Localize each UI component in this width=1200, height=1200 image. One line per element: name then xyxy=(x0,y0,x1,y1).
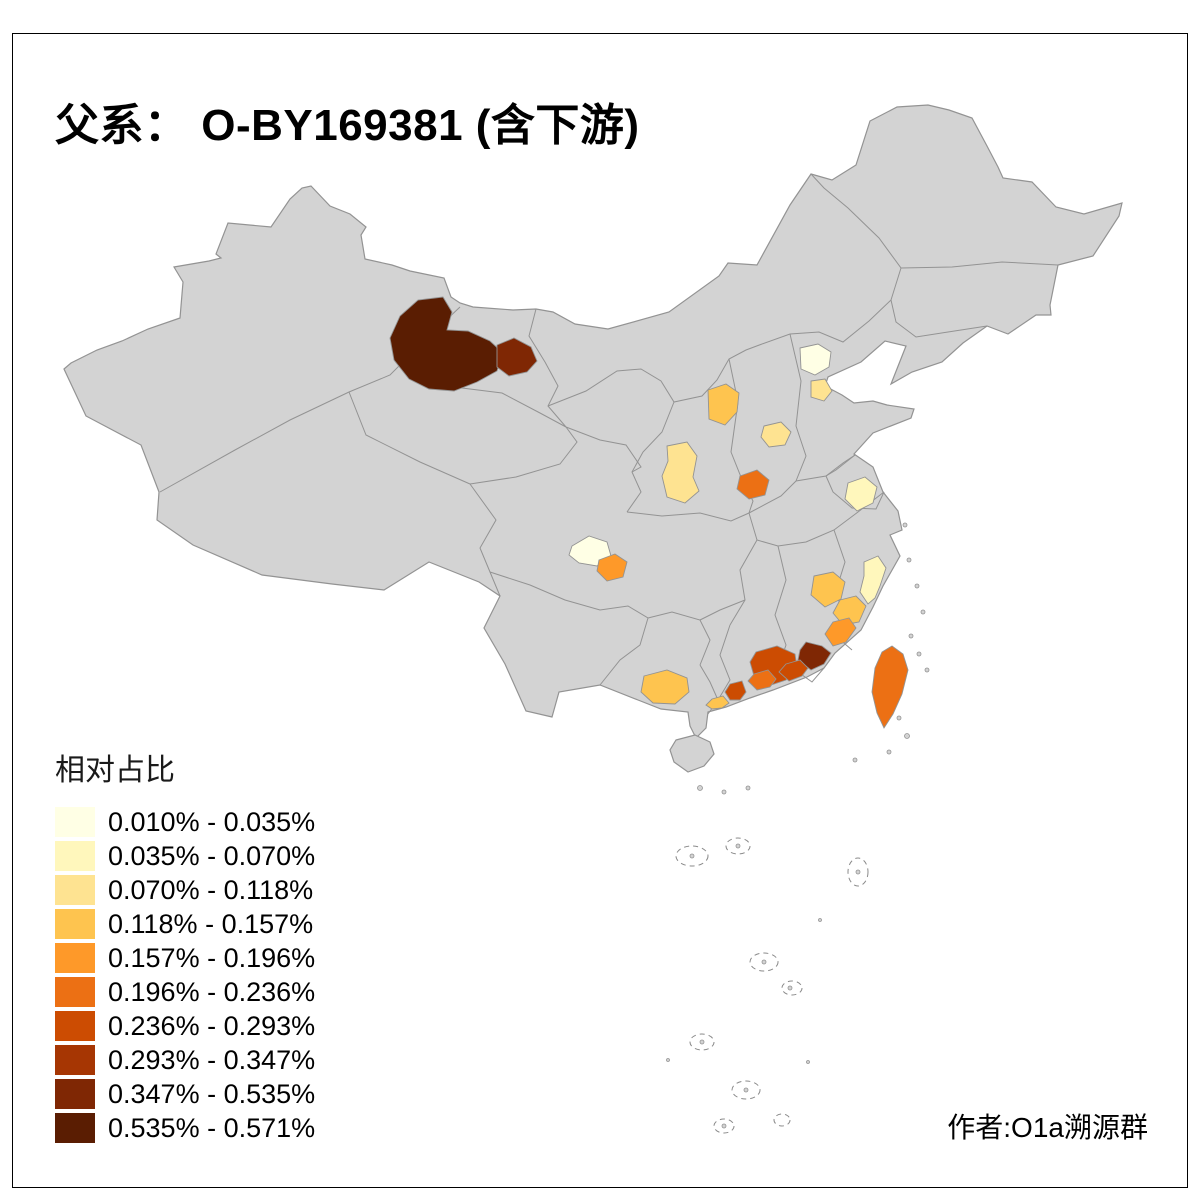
legend-label: 0.010% - 0.035% xyxy=(108,806,316,837)
map-region xyxy=(705,695,730,710)
legend-title: 相对占比 xyxy=(55,754,175,787)
legend-row: 0.010% - 0.035% xyxy=(55,805,315,839)
legend-swatch xyxy=(55,1113,95,1143)
map-region xyxy=(797,641,832,671)
china-landmass xyxy=(63,104,1123,740)
legend-row: 0.236% - 0.293% xyxy=(55,1009,315,1043)
map-region xyxy=(760,421,792,448)
map-region xyxy=(832,595,867,626)
legend-label: 0.070% - 0.118% xyxy=(108,874,314,905)
map-region xyxy=(810,571,846,608)
legend-swatch xyxy=(55,875,95,905)
map-region xyxy=(859,555,887,605)
legend-row: 0.347% - 0.535% xyxy=(55,1077,315,1111)
legend-row: 0.196% - 0.236% xyxy=(55,975,315,1009)
map-region xyxy=(810,378,833,402)
legend-rows: 0.010% - 0.035% 0.035% - 0.070% 0.070% - 0… xyxy=(55,805,315,1145)
colored-regions xyxy=(389,296,887,710)
legend: 相对占比 0.010% - 0.035% 0.035% - 0.070% 0.070… xyxy=(55,745,315,1145)
map-region xyxy=(824,617,857,647)
map-region xyxy=(496,337,538,377)
legend-label: 0.293% - 0.347% xyxy=(108,1044,316,1075)
legend-row: 0.293% - 0.347% xyxy=(55,1043,315,1077)
south-china-sea-islands xyxy=(666,837,869,1134)
legend-swatch xyxy=(55,841,95,871)
map-region xyxy=(844,476,878,512)
legend-row: 0.535% - 0.571% xyxy=(55,1111,315,1145)
legend-row: 0.070% - 0.118% xyxy=(55,873,315,907)
legend-label: 0.236% - 0.293% xyxy=(108,1010,316,1041)
legend-label: 0.535% - 0.571% xyxy=(108,1112,316,1143)
map-region xyxy=(389,296,504,392)
legend-row: 0.157% - 0.196% xyxy=(55,941,315,975)
legend-label: 0.118% - 0.157% xyxy=(108,908,314,939)
legend-label: 0.196% - 0.236% xyxy=(108,976,316,1007)
attribution-text: 作者:O1a溯源群 xyxy=(947,1112,1148,1143)
legend-swatch xyxy=(55,1011,95,1041)
legend-row: 0.118% - 0.157% xyxy=(55,907,315,941)
map-region xyxy=(799,343,832,376)
legend-label: 0.035% - 0.070% xyxy=(108,840,316,871)
map-region xyxy=(778,659,809,682)
legend-swatch xyxy=(55,1079,95,1109)
map-region xyxy=(747,669,777,691)
map-region xyxy=(596,553,628,582)
legend-swatch xyxy=(55,1045,95,1075)
legend-swatch xyxy=(55,977,95,1007)
map-region xyxy=(640,669,690,705)
map-region xyxy=(661,441,700,504)
legend-swatch xyxy=(55,909,95,939)
coastal-islands xyxy=(697,522,930,795)
legend-label: 0.347% - 0.535% xyxy=(108,1078,316,1109)
legend-label: 0.157% - 0.196% xyxy=(108,942,316,973)
hainan-island xyxy=(669,734,715,773)
map-region xyxy=(707,383,740,426)
map-region xyxy=(736,469,770,500)
page-title: 父系： O-BY169381 (含下游) xyxy=(55,101,640,151)
map-region xyxy=(724,680,747,701)
legend-swatch xyxy=(55,943,95,973)
legend-swatch xyxy=(55,807,95,837)
taiwan-island xyxy=(871,645,909,729)
legend-row: 0.035% - 0.070% xyxy=(55,839,315,873)
